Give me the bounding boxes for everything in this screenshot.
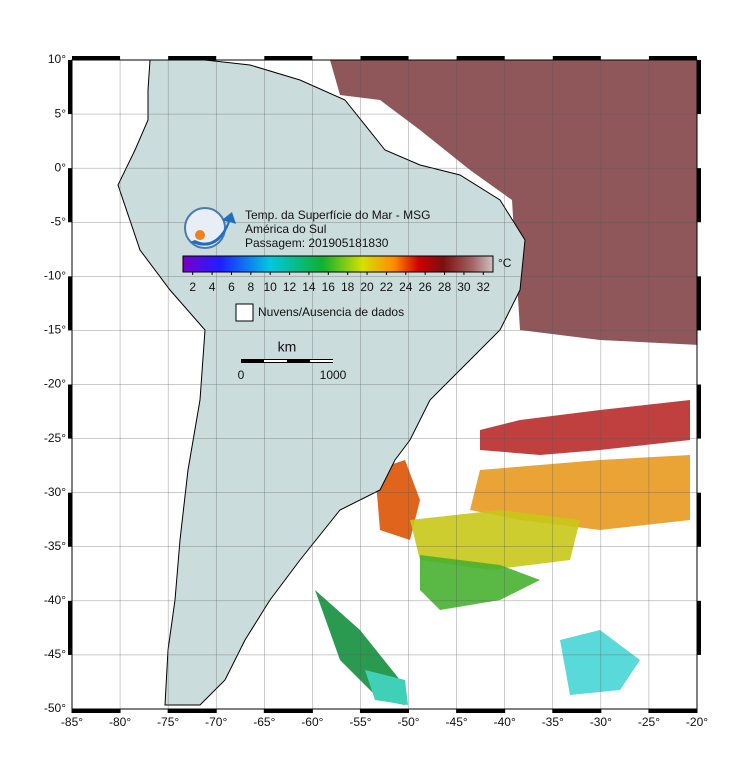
colorbar-tick-label: 20 [360,280,374,294]
y-tick-label: -50° [44,701,66,715]
x-tick-label: -25° [638,715,660,729]
y-tick-label: -30° [44,485,66,499]
x-tick-label: -45° [446,715,468,729]
scale-bar-seg [264,360,287,362]
frame-segment [697,384,701,439]
map-body [72,60,697,709]
y-tick-label: 10° [48,52,66,66]
colorbar-tick-label: 6 [228,280,235,294]
x-tick-label: -30° [590,715,612,729]
frame-segment [264,709,313,713]
frame [68,56,701,713]
sst-cyan [365,670,408,705]
region: América do Sul [245,222,326,236]
y-tick-label: -20° [44,377,66,391]
sst-yellow [410,510,580,570]
colorbar-tick-label: 28 [438,280,452,294]
colorbar-tick-label: 24 [399,280,413,294]
frame-segment [264,56,313,60]
x-tick-label: -80° [109,715,131,729]
x-tick-label: -75° [157,715,179,729]
scale-label: 1000 [320,368,347,382]
colorbar-tick-label: 14 [302,280,316,294]
colorbar-tick-label: 18 [341,280,355,294]
x-tick-label: -60° [301,715,323,729]
y-tick-label: -15° [44,323,66,337]
frame-segment [72,56,121,60]
sst-warm [330,60,697,345]
frame-segment [648,709,697,713]
frame-segment [552,709,601,713]
pass: Passagem: 201905181830 [245,236,389,250]
frame-segment [648,56,697,60]
x-tick-label: -40° [494,715,516,729]
logo-sun [195,230,205,240]
frame-segment [68,168,72,223]
frame-segment [552,56,601,60]
frame-segment [697,168,701,223]
colorbar [182,255,494,273]
colorbar-tick-label: 4 [209,280,216,294]
colorbar-tick-label: 30 [457,280,471,294]
y-tick-label: -10° [44,269,66,283]
colorbar-unit: °C [498,256,512,270]
frame-segment [72,709,121,713]
x-tick-label: -35° [542,715,564,729]
x-tick-label: -70° [205,715,227,729]
frame-segment [68,384,72,439]
sst-red [480,400,690,455]
y-tick-label: -45° [44,647,66,661]
x-tick-label: -65° [253,715,275,729]
title: Temp. da Superfície do Mar - MSG [245,208,430,222]
frame-segment [456,56,505,60]
y-tick-label: -40° [44,593,66,607]
frame-segment [697,492,701,547]
y-tick-label: 0° [55,160,67,174]
legend: Nuvens/Ausencia de dados [258,305,404,319]
colorbar-tick-label: 16 [322,280,336,294]
colorbar-tick-label: 10 [264,280,278,294]
frame-segment [360,709,409,713]
y-tick-label: 5° [55,106,67,120]
x-tick-label: -85° [61,715,83,729]
grid [72,60,697,709]
colorbar-tick-label: 22 [380,280,394,294]
frame-segment [68,600,72,655]
frame-segment [68,60,72,115]
colorbar-tick-label: 8 [247,280,254,294]
frame-segment [168,56,217,60]
colorbar-tick-label: 2 [189,280,196,294]
x-tick-label: -20° [686,715,708,729]
scale-bar-seg [310,360,333,362]
frame-segment [360,56,409,60]
sst-green [420,555,540,610]
x-tick-label: -55° [349,715,371,729]
colorbar-tick-label: 12 [283,280,297,294]
frame-segment [68,492,72,547]
y-tick-label: -35° [44,539,66,553]
scale-label: 0 [238,368,245,382]
scale-unit: km [278,339,297,355]
frame-segment [697,60,701,115]
frame-segment [697,276,701,331]
colorbar-tick-label: 26 [419,280,433,294]
frame-segment [456,709,505,713]
y-tick-label: -25° [44,431,66,445]
frame-segment [168,709,217,713]
colorbar-tick-label: 32 [477,280,491,294]
sst-cyan-2 [560,630,640,695]
x-tick-label: -50° [397,715,419,729]
map-border [71,59,698,710]
logo-arrow [190,212,236,246]
y-tick-label: -5° [51,214,67,228]
legend-swatch [235,303,254,322]
frame-segment [697,600,701,655]
frame-segment [68,276,72,331]
